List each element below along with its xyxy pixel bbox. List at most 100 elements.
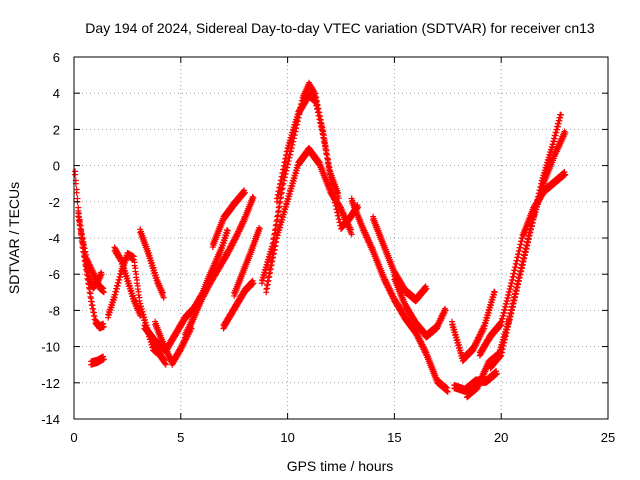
- data-point: [267, 266, 274, 273]
- data-point: [272, 222, 279, 229]
- data-point: [493, 368, 500, 375]
- data-point: [443, 384, 450, 391]
- y-tick-label: -4: [48, 231, 60, 246]
- data-point: [267, 262, 274, 269]
- data-point: [84, 265, 91, 272]
- y-tick-label: -14: [41, 412, 60, 427]
- data-point: [87, 290, 94, 297]
- data-point: [117, 253, 124, 260]
- data-point: [561, 169, 568, 176]
- data-point: [321, 139, 328, 146]
- data-point: [250, 195, 257, 202]
- data-point: [317, 119, 324, 126]
- data-point: [250, 280, 257, 287]
- data-point: [493, 370, 500, 377]
- data-point: [312, 90, 319, 97]
- data-point: [132, 265, 139, 272]
- x-tick-label: 5: [177, 430, 184, 445]
- y-tick-label: 0: [53, 159, 60, 174]
- data-point: [314, 106, 321, 113]
- data-point: [347, 226, 354, 233]
- data-point: [264, 278, 271, 285]
- data-point: [491, 288, 498, 295]
- data-point: [135, 288, 142, 295]
- y-tick-label: -12: [41, 376, 60, 391]
- data-point: [100, 353, 107, 360]
- data-point: [313, 102, 320, 109]
- data-point: [318, 123, 325, 130]
- x-tick-label: 20: [494, 430, 508, 445]
- data-point: [137, 312, 144, 319]
- data-point: [142, 316, 149, 323]
- data-point: [75, 204, 82, 211]
- data-point: [263, 286, 270, 293]
- y-tick-label: -6: [48, 267, 60, 282]
- data-point: [423, 285, 430, 292]
- data-point: [348, 231, 355, 238]
- data-point: [141, 314, 148, 321]
- data-point: [315, 109, 322, 116]
- data-point: [77, 222, 84, 229]
- data-point: [72, 168, 79, 175]
- data-point: [161, 356, 168, 363]
- data-point: [100, 323, 107, 330]
- data-point: [336, 216, 343, 223]
- data-point: [159, 289, 166, 296]
- data-point: [273, 218, 280, 225]
- data-point: [320, 131, 327, 138]
- data-point: [75, 210, 82, 217]
- data-point: [89, 302, 96, 309]
- data-point: [131, 259, 138, 266]
- data-point: [133, 271, 140, 278]
- axis-ticks: [73, 56, 609, 420]
- data-point: [162, 361, 169, 368]
- data-points: [72, 79, 569, 401]
- data-point: [136, 307, 143, 314]
- data-point: [326, 164, 333, 171]
- x-tick-labels: 0 5 10 15 20 25: [70, 430, 615, 445]
- data-point: [79, 236, 86, 243]
- data-point: [256, 225, 263, 232]
- data-point: [80, 240, 87, 247]
- data-point: [100, 320, 107, 327]
- data-point: [324, 151, 331, 158]
- data-point: [272, 239, 279, 246]
- x-tick-label: 10: [280, 430, 294, 445]
- data-point: [311, 89, 318, 96]
- data-point: [83, 261, 90, 268]
- data-point: [270, 251, 277, 258]
- data-point: [85, 269, 92, 276]
- data-point: [335, 195, 342, 202]
- data-point: [73, 186, 80, 193]
- data-point: [325, 160, 332, 167]
- data-point: [91, 313, 98, 320]
- y-tick-label: 2: [53, 122, 60, 137]
- data-point: [88, 298, 95, 305]
- data-point: [562, 130, 569, 137]
- data-point: [90, 305, 97, 312]
- y-axis-label: SDTVAR / TECUs: [6, 182, 22, 294]
- data-point: [317, 116, 324, 123]
- x-axis-label: GPS time / hours: [287, 458, 394, 474]
- data-point: [136, 294, 143, 301]
- data-point: [134, 282, 141, 289]
- data-point: [312, 95, 319, 102]
- data-point: [562, 171, 569, 178]
- y-tick-label: -2: [48, 195, 60, 210]
- data-point: [274, 209, 281, 216]
- data-point: [88, 295, 95, 302]
- data-point: [241, 189, 248, 196]
- data-point: [82, 253, 89, 260]
- data-point: [78, 231, 85, 238]
- data-point: [99, 284, 106, 291]
- data-point: [265, 274, 272, 281]
- data-point: [321, 135, 328, 142]
- data-point: [444, 384, 451, 391]
- data-point: [311, 95, 318, 102]
- data-point: [256, 224, 263, 231]
- data-point: [100, 285, 107, 292]
- data-point: [130, 253, 137, 260]
- data-point: [80, 245, 87, 252]
- data-point: [223, 226, 230, 233]
